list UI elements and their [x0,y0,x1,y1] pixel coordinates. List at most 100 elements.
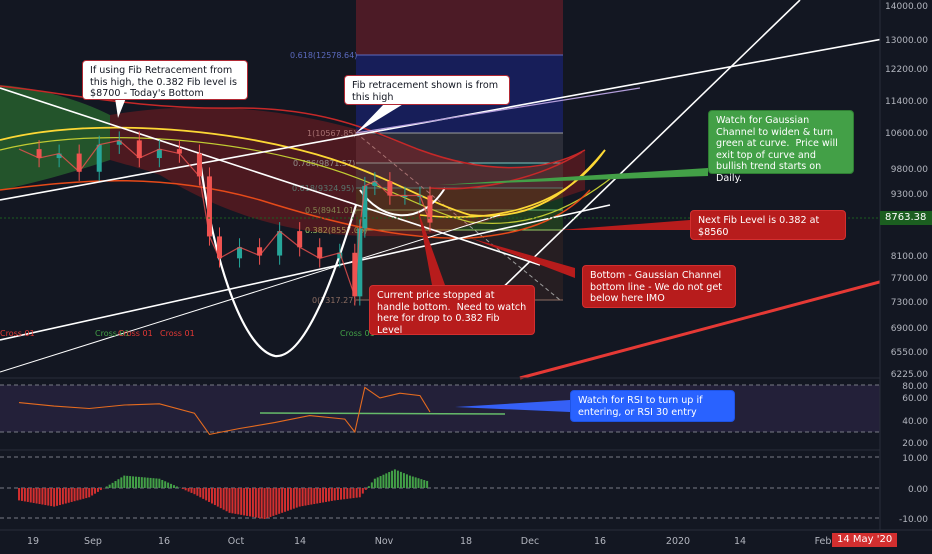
current-price-badge: 8763.38 [880,211,932,225]
time-tick: 14 [734,536,746,547]
annotation-bottom-gaussian[interactable]: Bottom - Gaussian Channel bottom line - … [582,265,736,308]
candle-body[interactable] [357,228,363,297]
candle-body[interactable] [317,247,323,259]
candle-body[interactable] [297,231,303,248]
cross-label: Cross 01 [0,329,35,338]
price-tick: 9300.00 [891,190,928,200]
price-tick: 10600.00 [885,129,928,139]
candle-body[interactable] [96,144,102,172]
fib-label: 0.382(8557.06) [305,226,367,235]
fib-label: 0(7317.27) [312,296,356,305]
osc-tick: 0.00 [908,485,928,495]
current-date-badge: 14 May '20 [832,533,898,547]
candle-body[interactable] [36,149,42,159]
fib-label: 0.786(9871.57) [293,159,355,168]
price-candles[interactable] [36,131,433,306]
gaussian-future-yellow [419,149,606,218]
candle-body[interactable] [116,140,122,145]
annotation-fib-shown[interactable]: Fib retracement shown is from this high [344,75,510,105]
candle-body[interactable] [257,247,263,256]
trendlines[interactable] [0,0,932,380]
pointer-next-fib [560,220,690,230]
annotation-watch-rsi[interactable]: Watch for RSI to turn up if entering, or… [570,390,735,422]
candle-body[interactable] [176,149,182,154]
oscillator-panel[interactable] [0,449,880,519]
oscillator-histogram [18,469,429,519]
price-tick: 7300.00 [891,298,928,308]
price-axis-bg [880,0,932,550]
fib-label: 0.618(12578.64) [290,51,357,60]
time-tick: Dec [521,536,539,547]
rsi-tick: 40.00 [902,417,928,427]
callout-pointers [115,98,708,412]
fib-zone-top-red [356,0,563,55]
annotation-fib-from-high[interactable]: If using Fib Retracement from this high,… [82,60,248,100]
channel-fill-red [110,107,585,237]
pointer-bottom-gaussian [470,238,575,278]
trendline-red-long [519,266,932,380]
handle-curve [359,187,446,217]
trendline-lower-channel [0,204,611,341]
channel-fill-green [0,85,110,190]
price-axis[interactable]: 14000.00 13000.00 12200.00 11400.00 1060… [879,0,932,550]
trendline-lavender [355,87,641,134]
candle-body[interactable] [387,181,393,196]
annotation-watch-gaussian[interactable]: Watch for Gaussian Channel to widen & tu… [708,110,854,184]
cross-labels: Cross 01 Cross 01 Cross 01 Cross 01 Cros… [0,329,375,338]
candle-body[interactable] [156,149,162,159]
price-tick: 6900.00 [891,324,928,334]
candle-body[interactable] [76,153,82,172]
candle-body[interactable] [362,185,368,229]
annotation-next-fib[interactable]: Next Fib Level is 0.382 at $8560 [690,210,846,240]
cross-label: Cross 01 [118,329,153,338]
fib-zone-green [356,188,563,210]
trendline-down [0,87,541,266]
rsi-support-line [259,412,506,415]
rsi-tick: 80.00 [902,382,928,392]
trendline-low [0,214,501,373]
price-tick: 13000.00 [885,36,928,46]
price-tick: 6225.00 [891,370,928,380]
time-tick: 18 [460,536,472,547]
fib-label: 0.618(9324.95) [292,184,354,193]
pointer-fib-shown [356,103,405,133]
price-tick: 14000.00 [885,2,928,12]
candle-body[interactable] [56,153,62,159]
time-tick: Sep [84,536,102,547]
candle-body[interactable] [196,153,202,177]
candle-body[interactable] [402,195,408,198]
price-tick: 9800.00 [891,165,928,175]
rsi-panel[interactable] [0,377,880,436]
time-tick: 14 [294,536,306,547]
time-tick: Nov [375,536,394,547]
annotation-current-price-stop[interactable]: Current price stopped at handle bottom. … [369,285,535,336]
time-axis[interactable]: 19 Sep 16 Oct 14 Nov 18 Dec 16 2020 14 F… [0,529,932,547]
time-tick: 2020 [666,536,690,547]
candle-body[interactable] [337,252,343,259]
candle-body[interactable] [136,140,142,159]
osc-tick: -10.00 [899,515,928,525]
candle-body[interactable] [427,195,433,223]
trendline-steep [489,0,801,301]
fib-label: 0.5(8941.01) [305,206,357,215]
time-tick: 16 [158,536,170,547]
channel-mid-line [0,126,606,217]
pointer-current-price [418,210,445,285]
pointer-watch-gaussian [438,168,708,185]
channel-mid-line-green [0,137,616,224]
candle-body[interactable] [352,252,358,297]
candle-body[interactable] [206,176,212,237]
candle-body[interactable] [216,236,222,259]
time-tick: Oct [228,536,245,547]
pointer-watch-rsi [455,400,570,412]
rsi-tick: 20.00 [902,439,928,449]
price-tick: 12200.00 [885,65,928,75]
pointer-fib-from-high [115,98,126,118]
candle-body[interactable] [277,231,283,256]
candle-body[interactable] [372,181,378,186]
rsi-band [0,385,880,432]
price-close-line [18,139,431,297]
gaussian-channel[interactable] [0,85,616,239]
candle-body[interactable] [237,247,243,259]
